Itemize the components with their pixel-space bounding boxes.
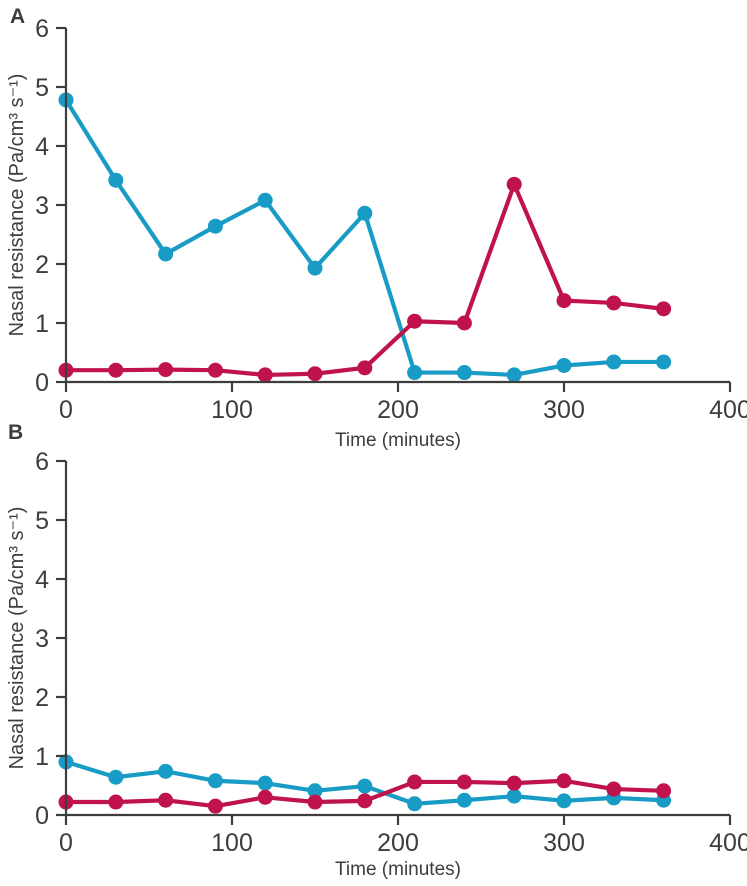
- x-tick-label: 0: [59, 829, 73, 857]
- data-point-teal-series: [606, 354, 622, 370]
- y-tick-label: 4: [35, 133, 49, 161]
- data-point-crimson-series: [506, 775, 522, 791]
- y-tick-label: 2: [35, 251, 49, 279]
- x-tick-label: 300: [543, 396, 585, 424]
- data-point-teal-series: [556, 793, 572, 809]
- data-point-crimson-series: [606, 295, 622, 311]
- x-tick-label: 100: [211, 829, 253, 857]
- panel-a-letter: A: [10, 5, 26, 28]
- data-point-crimson-series: [257, 789, 273, 805]
- x-tick-label: 100: [211, 396, 253, 424]
- x-tick-label: 400: [709, 396, 747, 424]
- data-point-teal-series: [656, 354, 672, 370]
- data-point-teal-series: [207, 773, 223, 789]
- data-point-crimson-series: [556, 773, 572, 789]
- data-point-crimson-series: [506, 176, 522, 192]
- data-point-crimson-series: [357, 360, 373, 376]
- data-point-crimson-series: [158, 792, 174, 808]
- data-point-teal-series: [357, 778, 373, 794]
- panel-a-x-axis-title: Time (minutes): [335, 430, 461, 451]
- data-point-crimson-series: [357, 793, 373, 809]
- x-tick-label: 0: [59, 396, 73, 424]
- data-point-crimson-series: [456, 315, 472, 331]
- x-tick-label: 200: [377, 396, 419, 424]
- data-point-teal-series: [407, 796, 423, 812]
- data-point-teal-series: [158, 246, 174, 262]
- y-tick-label: 2: [35, 684, 49, 712]
- data-point-teal-series: [506, 367, 522, 383]
- data-point-teal-series: [506, 788, 522, 804]
- data-point-crimson-series: [656, 301, 672, 317]
- data-point-teal-series: [257, 775, 273, 791]
- data-point-crimson-series: [108, 362, 124, 378]
- data-point-crimson-series: [307, 794, 323, 810]
- y-tick-label: 1: [35, 310, 49, 338]
- data-point-crimson-series: [108, 794, 124, 810]
- data-point-teal-series: [456, 365, 472, 381]
- panel-a-y-axis-title: Nasal resistance (Pa/cm³ s⁻¹): [6, 73, 28, 337]
- data-point-teal-series: [207, 218, 223, 234]
- data-point-teal-series: [158, 763, 174, 779]
- y-tick-label: 1: [35, 743, 49, 771]
- data-point-crimson-series: [407, 774, 423, 790]
- y-tick-label: 3: [35, 192, 49, 220]
- y-tick-label: 6: [35, 15, 49, 43]
- y-tick-label: 0: [35, 802, 49, 830]
- data-point-crimson-series: [158, 362, 174, 378]
- data-point-teal-series: [307, 783, 323, 799]
- data-point-crimson-series: [456, 774, 472, 790]
- data-point-teal-series: [257, 192, 273, 208]
- data-point-crimson-series: [207, 798, 223, 814]
- panel-b-x-axis-title: Time (minutes): [335, 859, 461, 880]
- data-point-teal-series: [407, 365, 423, 381]
- data-point-teal-series: [357, 205, 373, 221]
- axis-spines: [64, 461, 730, 817]
- data-point-teal-series: [456, 792, 472, 808]
- data-point-crimson-series: [556, 293, 572, 309]
- data-point-crimson-series: [606, 781, 622, 797]
- data-point-teal-series: [108, 769, 124, 785]
- data-point-crimson-series: [207, 362, 223, 378]
- x-tick-label: 400: [709, 829, 747, 857]
- data-point-teal-series: [108, 172, 124, 188]
- series-line-teal-series: [63, 97, 666, 378]
- data-point-crimson-series: [307, 366, 323, 382]
- axis-spines: [64, 28, 730, 384]
- x-tick-label: 200: [377, 829, 419, 857]
- y-tick-label: 4: [35, 566, 49, 594]
- y-tick-label: 3: [35, 625, 49, 653]
- y-tick-label: 5: [35, 74, 49, 102]
- y-tick-label: 6: [35, 448, 49, 476]
- data-point-crimson-series: [257, 367, 273, 383]
- data-point-crimson-series: [656, 783, 672, 799]
- data-point-crimson-series: [407, 313, 423, 329]
- y-tick-label: 5: [35, 507, 49, 535]
- data-point-teal-series: [556, 357, 572, 373]
- y-tick-label: 0: [35, 369, 49, 397]
- x-tick-label: 300: [543, 829, 585, 857]
- panel-b-letter: B: [8, 421, 24, 444]
- panel-b-y-axis-title: Nasal resistance (Pa/cm³ s⁻¹): [6, 506, 28, 770]
- data-point-teal-series: [307, 260, 323, 276]
